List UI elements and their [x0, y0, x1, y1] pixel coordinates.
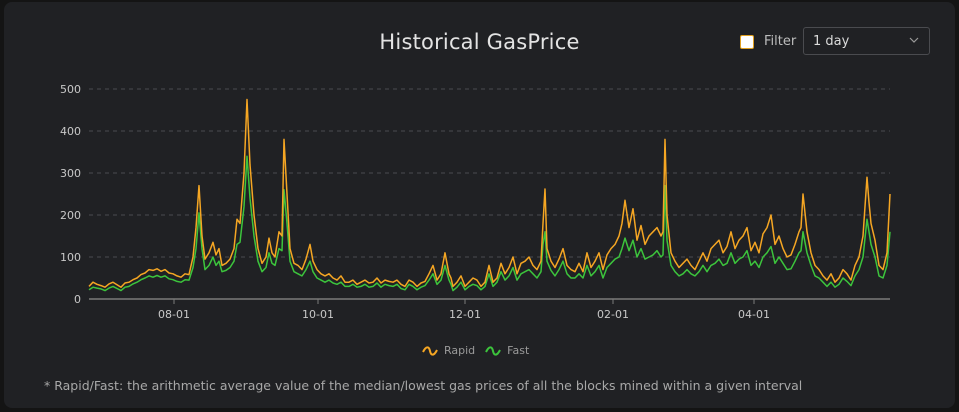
svg-text:500: 500 [60, 83, 81, 96]
y-axis: 0 100 200 300 400 500 [60, 83, 81, 306]
filter-toggle[interactable]: Filter [740, 34, 796, 49]
filter-label: Filter [764, 34, 797, 49]
interval-select-value: 1 day [813, 34, 850, 49]
svg-text:10-01: 10-01 [302, 308, 334, 321]
y-gridlines [89, 88, 890, 258]
wave-icon [485, 345, 502, 356]
fast-series-line[interactable] [88, 155, 891, 292]
svg-text:02-01: 02-01 [597, 308, 629, 321]
wave-icon [422, 345, 438, 356]
legend-label: Rapid [444, 344, 476, 357]
svg-text:100: 100 [60, 251, 81, 264]
svg-text:0: 0 [74, 293, 81, 306]
x-axis: 08-01 10-01 12-01 02-01 04-01 [158, 299, 770, 321]
interval-select[interactable]: 1 day [803, 27, 930, 55]
svg-text:400: 400 [60, 125, 81, 138]
filter-checkbox[interactable] [740, 34, 754, 49]
chart-card [4, 2, 955, 408]
legend-label: Fast [507, 344, 530, 357]
footnote: * Rapid/Fast: the arithmetic average val… [44, 378, 803, 393]
legend-item-fast[interactable]: Fast [485, 344, 529, 357]
chevron-down-icon [909, 37, 919, 43]
legend-item-rapid[interactable]: Rapid [422, 344, 475, 357]
svg-text:200: 200 [60, 209, 81, 222]
svg-text:12-01: 12-01 [449, 308, 481, 321]
chart-legend: Rapid Fast [422, 344, 539, 357]
svg-text:08-01: 08-01 [158, 308, 190, 321]
svg-text:300: 300 [60, 167, 81, 180]
rapid-series-line[interactable] [88, 98, 891, 288]
chart-title: Historical GasPrice [379, 30, 580, 54]
svg-text:04-01: 04-01 [738, 308, 770, 321]
